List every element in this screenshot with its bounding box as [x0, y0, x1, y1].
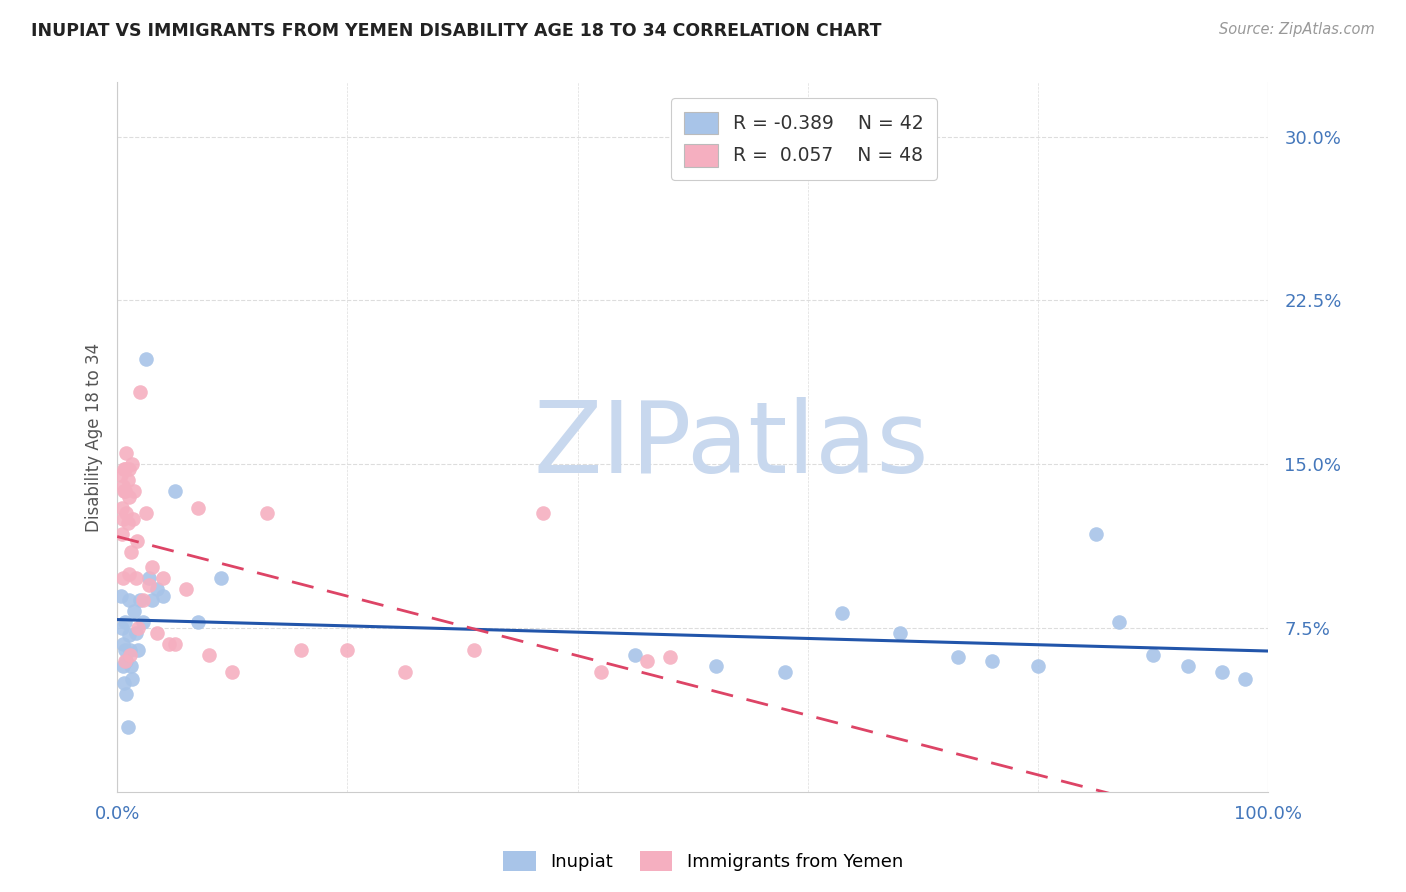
- Point: [112, 483, 135, 498]
- Point: [209, 571, 232, 585]
- Point: [141, 560, 163, 574]
- Point: [118, 648, 141, 662]
- Point: [121, 458, 143, 472]
- Point: [889, 625, 911, 640]
- Point: [221, 665, 243, 679]
- Point: [127, 621, 149, 635]
- Point: [290, 643, 312, 657]
- Point: [131, 615, 153, 629]
- Point: [256, 506, 278, 520]
- Point: [117, 516, 139, 531]
- Point: [110, 589, 132, 603]
- Point: [115, 687, 138, 701]
- Point: [129, 385, 152, 400]
- Point: [118, 643, 141, 657]
- Point: [111, 501, 134, 516]
- Point: [115, 506, 138, 520]
- Point: [135, 506, 157, 520]
- Point: [831, 606, 853, 620]
- Point: [112, 676, 135, 690]
- Point: [124, 625, 146, 640]
- Point: [129, 593, 152, 607]
- Legend: Inupiat, Immigrants from Yemen: Inupiat, Immigrants from Yemen: [496, 844, 910, 879]
- Point: [111, 658, 134, 673]
- Point: [118, 462, 141, 476]
- Point: [394, 665, 416, 679]
- Y-axis label: Disability Age 18 to 34: Disability Age 18 to 34: [86, 343, 103, 532]
- Point: [141, 593, 163, 607]
- Point: [146, 625, 169, 640]
- Point: [111, 637, 134, 651]
- Point: [198, 648, 221, 662]
- Point: [336, 643, 359, 657]
- Point: [531, 506, 554, 520]
- Point: [1084, 527, 1107, 541]
- Point: [111, 621, 134, 635]
- Point: [114, 654, 136, 668]
- Point: [1211, 665, 1233, 679]
- Point: [1108, 615, 1130, 629]
- Legend: R = -0.389    N = 42, R =  0.057    N = 48: R = -0.389 N = 42, R = 0.057 N = 48: [671, 98, 936, 180]
- Point: [111, 479, 134, 493]
- Point: [981, 654, 1004, 668]
- Point: [138, 577, 160, 591]
- Point: [163, 483, 186, 498]
- Point: [152, 571, 174, 585]
- Point: [163, 637, 186, 651]
- Point: [124, 483, 146, 498]
- Point: [157, 637, 180, 651]
- Point: [111, 512, 134, 526]
- Point: [636, 654, 658, 668]
- Point: [187, 501, 209, 516]
- Text: ZIPatlas: ZIPatlas: [533, 398, 929, 494]
- Point: [463, 643, 485, 657]
- Point: [773, 665, 796, 679]
- Text: INUPIAT VS IMMIGRANTS FROM YEMEN DISABILITY AGE 18 TO 34 CORRELATION CHART: INUPIAT VS IMMIGRANTS FROM YEMEN DISABIL…: [31, 22, 882, 40]
- Point: [114, 643, 136, 657]
- Point: [624, 648, 647, 662]
- Point: [187, 615, 209, 629]
- Point: [1177, 658, 1199, 673]
- Point: [118, 628, 141, 642]
- Point: [658, 649, 681, 664]
- Point: [121, 672, 143, 686]
- Point: [112, 462, 135, 476]
- Point: [174, 582, 197, 596]
- Point: [1142, 648, 1164, 662]
- Point: [1234, 672, 1257, 686]
- Point: [589, 665, 612, 679]
- Point: [114, 615, 136, 629]
- Point: [135, 352, 157, 367]
- Point: [146, 582, 169, 596]
- Point: [111, 571, 134, 585]
- Point: [118, 593, 141, 607]
- Point: [122, 512, 145, 526]
- Point: [152, 589, 174, 603]
- Point: [114, 462, 136, 476]
- Point: [111, 527, 134, 541]
- Point: [125, 533, 148, 548]
- Point: [1026, 658, 1049, 673]
- Point: [117, 473, 139, 487]
- Point: [117, 720, 139, 734]
- Point: [124, 604, 146, 618]
- Text: Source: ZipAtlas.com: Source: ZipAtlas.com: [1219, 22, 1375, 37]
- Point: [110, 468, 132, 483]
- Point: [120, 658, 142, 673]
- Point: [118, 566, 141, 581]
- Point: [118, 490, 141, 504]
- Point: [127, 643, 149, 657]
- Point: [115, 654, 138, 668]
- Point: [138, 571, 160, 585]
- Point: [124, 571, 146, 585]
- Point: [115, 446, 138, 460]
- Point: [114, 483, 136, 498]
- Point: [946, 649, 969, 664]
- Point: [704, 658, 727, 673]
- Point: [120, 545, 142, 559]
- Point: [131, 593, 153, 607]
